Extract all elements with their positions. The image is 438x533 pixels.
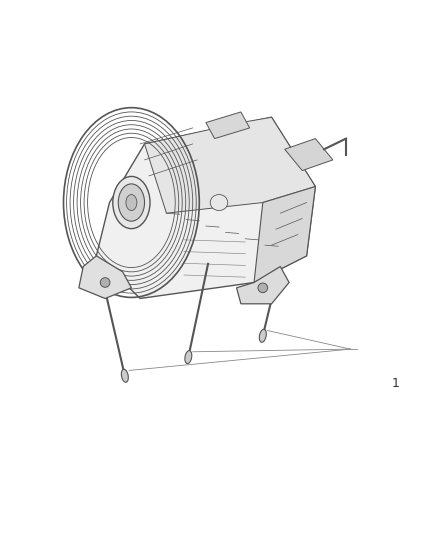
Polygon shape xyxy=(96,117,315,298)
Ellipse shape xyxy=(118,184,145,221)
Text: 1: 1 xyxy=(392,377,400,390)
Ellipse shape xyxy=(113,176,150,229)
Polygon shape xyxy=(206,112,250,139)
Ellipse shape xyxy=(259,329,266,342)
Ellipse shape xyxy=(121,369,128,382)
Ellipse shape xyxy=(258,283,268,293)
Ellipse shape xyxy=(126,195,137,211)
Ellipse shape xyxy=(100,278,110,287)
Ellipse shape xyxy=(185,351,192,364)
Polygon shape xyxy=(285,139,333,171)
Polygon shape xyxy=(254,187,315,282)
Ellipse shape xyxy=(210,195,228,211)
Polygon shape xyxy=(79,256,131,298)
Polygon shape xyxy=(237,266,289,304)
Polygon shape xyxy=(145,117,315,213)
